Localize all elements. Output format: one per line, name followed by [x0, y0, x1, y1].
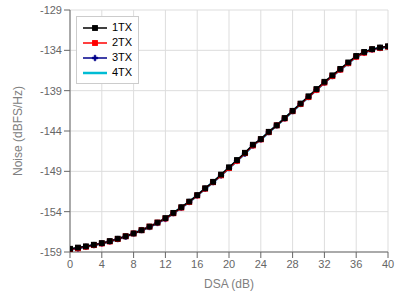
html-text:4TX: 4TX [112, 66, 133, 78]
svg-text:36: 36 [350, 258, 362, 270]
html-text:2TX: 2TX [112, 36, 133, 48]
svg-text:Noise (dBFS/Hz): Noise (dBFS/Hz) [11, 86, 25, 176]
svg-text:12: 12 [159, 258, 171, 270]
svg-text:-129: -129 [40, 4, 62, 16]
svg-text:40: 40 [382, 258, 394, 270]
svg-text:-159: -159 [40, 246, 62, 258]
svg-text:-139: -139 [40, 85, 62, 97]
html-text:1TX: 1TX [112, 21, 133, 33]
svg-text:20: 20 [223, 258, 235, 270]
svg-text:DSA (dB): DSA (dB) [204, 277, 254, 291]
svg-text:-149: -149 [40, 165, 62, 177]
svg-text:-154: -154 [40, 206, 62, 218]
html-text:3TX: 3TX [112, 51, 133, 63]
svg-text:32: 32 [318, 258, 330, 270]
svg-text:24: 24 [255, 258, 267, 270]
svg-text:-134: -134 [40, 44, 62, 56]
svg-text:-144: -144 [40, 125, 62, 137]
svg-text:16: 16 [191, 258, 203, 270]
svg-text:8: 8 [131, 258, 137, 270]
svg-text:0: 0 [67, 258, 73, 270]
svg-text:28: 28 [286, 258, 298, 270]
svg-text:4: 4 [99, 258, 105, 270]
